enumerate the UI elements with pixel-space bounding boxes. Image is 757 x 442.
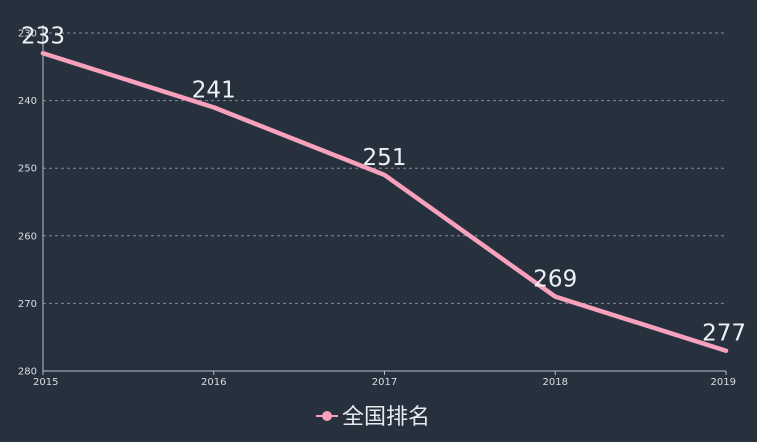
x-tick-label: 2019	[711, 377, 736, 388]
y-tick-label: 260	[18, 231, 37, 242]
legend-circle-icon	[322, 411, 332, 421]
x-tick-label: 2018	[543, 377, 568, 388]
data-label: 251	[363, 145, 407, 171]
x-tick-label: 2017	[372, 377, 397, 388]
legend-label: 全国排名	[342, 405, 430, 430]
y-tick-label: 270	[18, 299, 37, 310]
y-tick-label: 250	[18, 164, 37, 175]
y-tick-label: 230	[18, 29, 37, 40]
data-labels: 233 241 251 269 277	[21, 23, 746, 346]
data-label: 277	[702, 321, 746, 347]
series-layer	[40, 51, 729, 353]
data-label: 233	[21, 23, 65, 49]
legend[interactable]: 全国排名	[316, 405, 430, 430]
y-tick-label: 240	[18, 96, 37, 107]
x-tick-label: 2015	[33, 377, 58, 388]
y-tick-label: 280	[18, 367, 37, 378]
data-label: 269	[533, 267, 577, 293]
x-tick-label: 2016	[201, 377, 226, 388]
data-label: 241	[192, 77, 236, 103]
series-line[interactable]	[40, 51, 729, 353]
